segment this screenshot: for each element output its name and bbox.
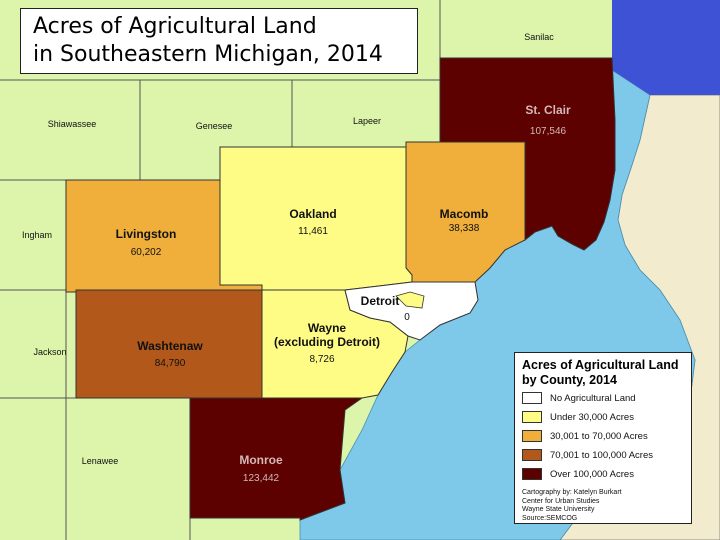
- credit-line: Cartography by: Katelyn Burkart: [522, 489, 622, 496]
- value-oakland: 11,461: [298, 226, 328, 237]
- value-monroe: 123,442: [243, 473, 280, 484]
- label-ingham: Ingham: [22, 230, 52, 240]
- county-labels: Sanilac Shiawassee Genesee Lapeer Ingham…: [22, 32, 571, 484]
- label-genesee: Genesee: [196, 121, 233, 131]
- legend-credits: Cartography by: Katelyn Burkart Center f…: [522, 489, 684, 523]
- label-shiawassee: Shiawassee: [48, 119, 97, 129]
- legend-swatch: [522, 411, 542, 423]
- label-sanilac: Sanilac: [524, 32, 554, 42]
- label-wayne-line1: Wayne: [308, 321, 347, 335]
- value-livingston: 60,202: [131, 247, 162, 258]
- label-livingston: Livingston: [116, 227, 177, 241]
- legend-swatch: [522, 449, 542, 461]
- credit-line: Source:SEMCOG: [522, 514, 578, 522]
- legend-item: 70,001 to 100,000 Acres: [522, 446, 684, 464]
- legend-item: 30,001 to 70,000 Acres: [522, 427, 684, 445]
- credit-line: Center for Urban Studies: [522, 497, 600, 505]
- label-washtenaw: Washtenaw: [137, 339, 203, 353]
- credit-line: Wayne State University: [522, 506, 595, 513]
- legend-label: No Agricultural Land: [550, 392, 636, 404]
- label-jackson: Jackson: [33, 347, 66, 357]
- label-lapeer: Lapeer: [353, 116, 381, 126]
- label-st-clair: St. Clair: [525, 103, 571, 117]
- legend: Acres of Agricultural Land by County, 20…: [514, 352, 692, 524]
- label-wayne-line2: (excluding Detroit): [274, 335, 380, 349]
- label-monroe: Monroe: [239, 453, 283, 467]
- county-detroit: [344, 281, 479, 341]
- label-lenawee: Lenawee: [82, 456, 119, 466]
- legend-label: 70,001 to 100,000 Acres: [550, 449, 653, 461]
- county-detroit-enclave: [395, 291, 425, 309]
- value-detroit: 0: [404, 312, 410, 323]
- legend-label: 30,001 to 70,000 Acres: [550, 430, 648, 442]
- value-washtenaw: 84,790: [155, 358, 186, 369]
- value-wayne: 8,726: [309, 354, 334, 365]
- label-oakland: Oakland: [289, 207, 336, 221]
- label-macomb: Macomb: [440, 207, 489, 221]
- legend-swatch: [522, 430, 542, 442]
- legend-swatch: [522, 468, 542, 480]
- legend-title-line2: by County, 2014: [522, 373, 617, 387]
- legend-item: Under 30,000 Acres: [522, 408, 684, 426]
- legend-item: Over 100,000 Acres: [522, 465, 684, 483]
- value-macomb: 38,338: [449, 223, 480, 234]
- value-st-clair: 107,546: [530, 126, 567, 137]
- legend-swatch: [522, 392, 542, 404]
- legend-title-line1: Acres of Agricultural Land: [522, 358, 679, 372]
- legend-label: Under 30,000 Acres: [550, 411, 634, 423]
- map-title-line2: in Southeastern Michigan, 2014: [33, 42, 383, 67]
- legend-label: Over 100,000 Acres: [550, 468, 634, 480]
- lake-huron: [612, 0, 720, 95]
- map-title-line1: Acres of Agricultural Land: [33, 14, 317, 39]
- map-title: Acres of Agricultural Land in Southeaste…: [20, 8, 418, 74]
- county-monroe: [189, 397, 364, 521]
- legend-item: No Agricultural Land: [522, 389, 684, 407]
- label-detroit: Detroit: [361, 294, 400, 308]
